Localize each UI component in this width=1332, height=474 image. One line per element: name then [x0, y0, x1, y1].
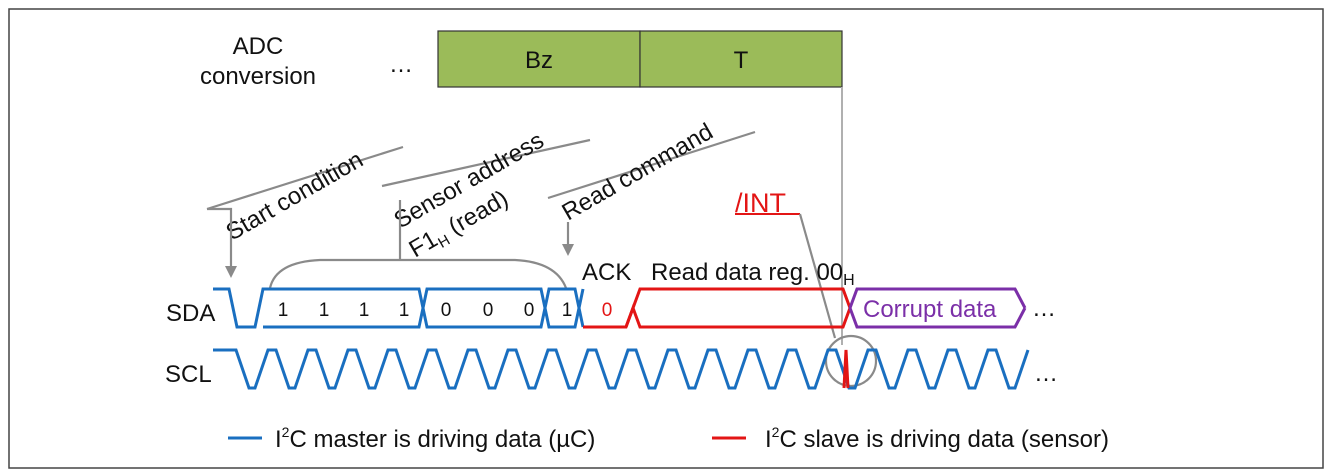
start-condition-underline	[206, 145, 404, 211]
read-command-arrowhead	[562, 244, 574, 256]
start-condition-arrowhead	[225, 266, 237, 278]
scl-waveform	[213, 348, 1030, 390]
legend-master-label: I2C master is driving data (µC)	[275, 424, 595, 453]
adc-label-line1: ADC	[233, 33, 284, 60]
adc-seg-t-label: T	[734, 47, 749, 74]
adc-segment-bz	[437, 30, 641, 88]
ack-label: ACK	[582, 259, 631, 286]
int-pointer	[798, 213, 837, 339]
sensor-address-underline	[381, 138, 591, 188]
read-data-label: Read data reg. 00H	[651, 259, 855, 289]
sda-bit: 1	[319, 300, 330, 321]
legend-slave-label: I2C slave is driving data (sensor)	[765, 424, 1109, 453]
adc-seg-bz-label: Bz	[525, 47, 553, 74]
read-command-label: Read command	[558, 118, 718, 226]
adc-label-line2: conversion	[200, 63, 316, 90]
scl-int-glitch	[842, 349, 850, 389]
sda-bit: 1	[278, 300, 289, 321]
ack-bit: 0	[602, 300, 613, 321]
start-condition-label: Start condition	[222, 146, 368, 246]
adc-ellipsis: …	[389, 51, 413, 78]
scl-ellipsis: …	[1034, 360, 1058, 387]
sda-label: SDA	[166, 300, 215, 327]
sda-bit: 0	[483, 300, 494, 321]
adc-segment-t	[639, 30, 843, 88]
corrupt-data-waveform	[848, 287, 1027, 329]
frame	[8, 8, 1324, 469]
corrupt-data-label: Corrupt data	[863, 296, 997, 323]
read-command-underline	[547, 130, 756, 200]
start-condition-pointer	[207, 207, 233, 268]
sda-master-waveform	[213, 287, 585, 329]
sda-bit: 0	[524, 300, 535, 321]
scl-label: SCL	[165, 361, 212, 388]
sda-ellipsis: …	[1032, 295, 1056, 322]
sda-bit: 1	[359, 300, 370, 321]
sda-bit: 1	[562, 300, 573, 321]
sda-bit: 0	[441, 300, 452, 321]
int-highlight-circle	[824, 334, 878, 388]
sda-slave-waveform	[583, 287, 852, 329]
sda-bit: 1	[399, 300, 410, 321]
sensor-address-brace	[268, 258, 568, 289]
sda-bit-labels: 1 1 1 1 0 0 0 1	[278, 300, 573, 321]
